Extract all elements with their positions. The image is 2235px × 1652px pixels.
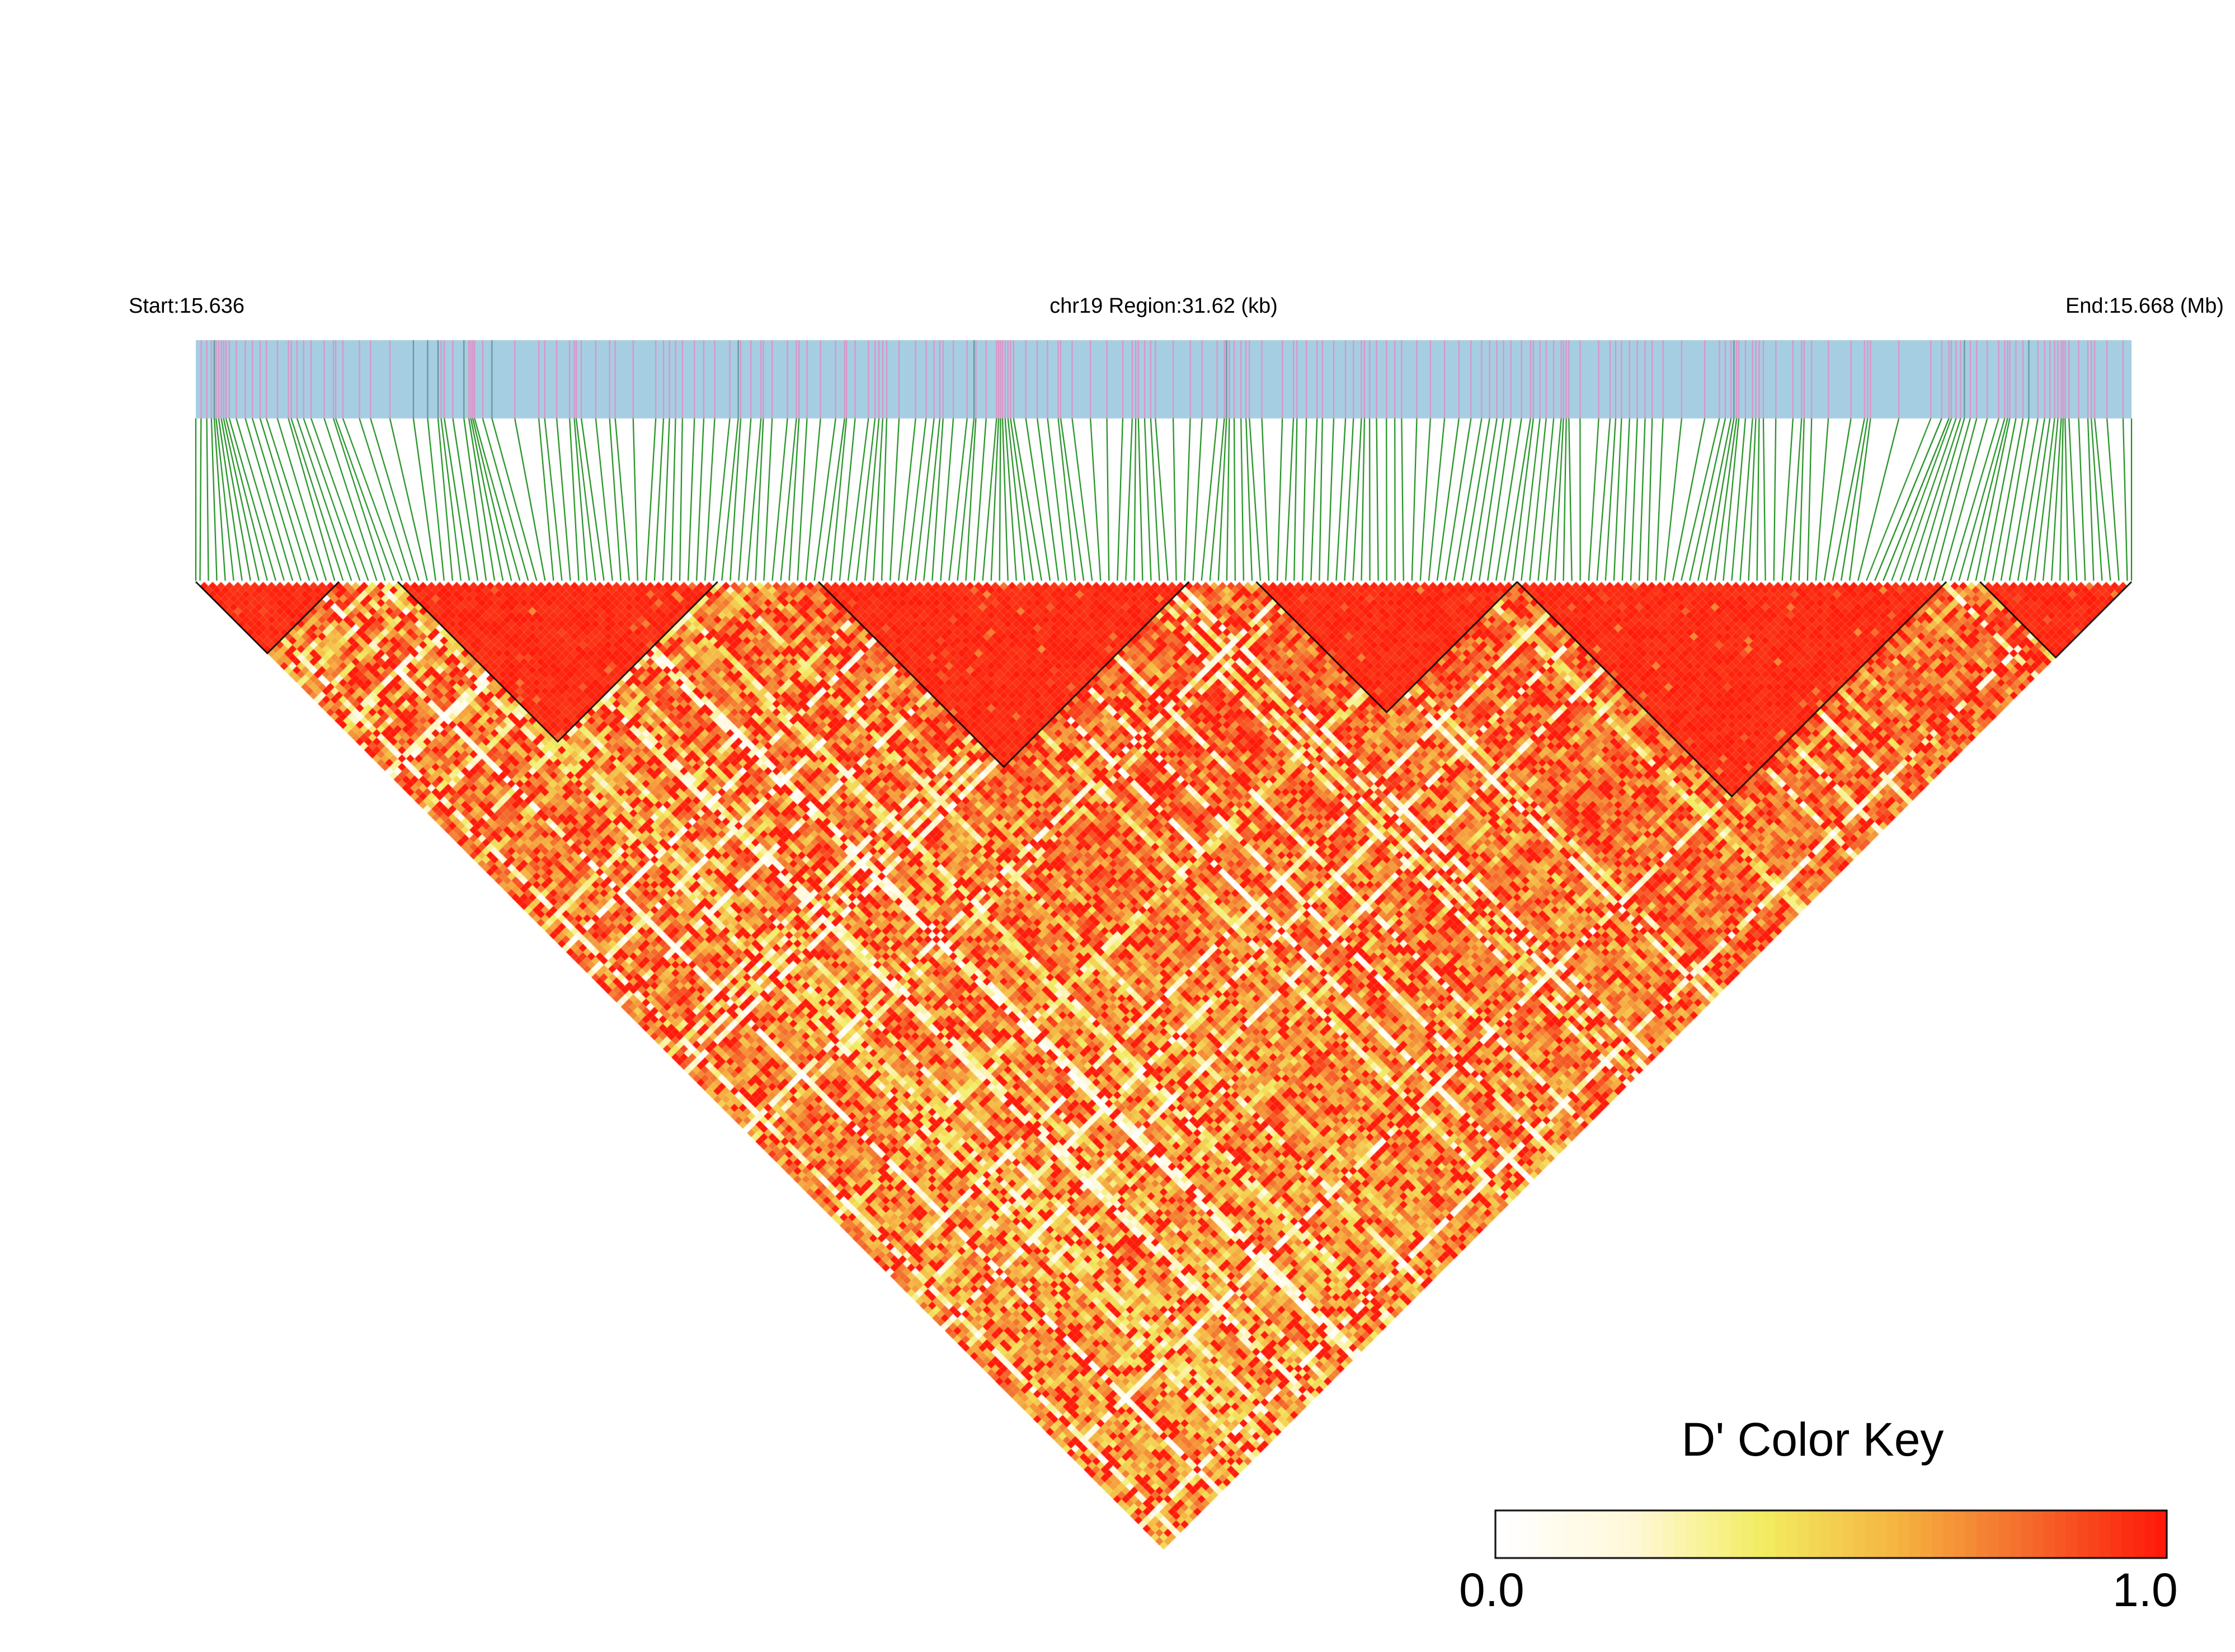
color-key-min-label: 0.0 xyxy=(1459,1564,1524,1616)
color-key-title: D' Color Key xyxy=(1681,1413,1944,1466)
start-position-label: Start:15.636 xyxy=(129,294,245,318)
region-label: chr19 Region:31.62 (kb) xyxy=(1050,294,1278,318)
color-key-max-label: 1.0 xyxy=(2112,1564,2178,1616)
end-position-label: End:15.668 (Mb) xyxy=(2065,294,2224,318)
